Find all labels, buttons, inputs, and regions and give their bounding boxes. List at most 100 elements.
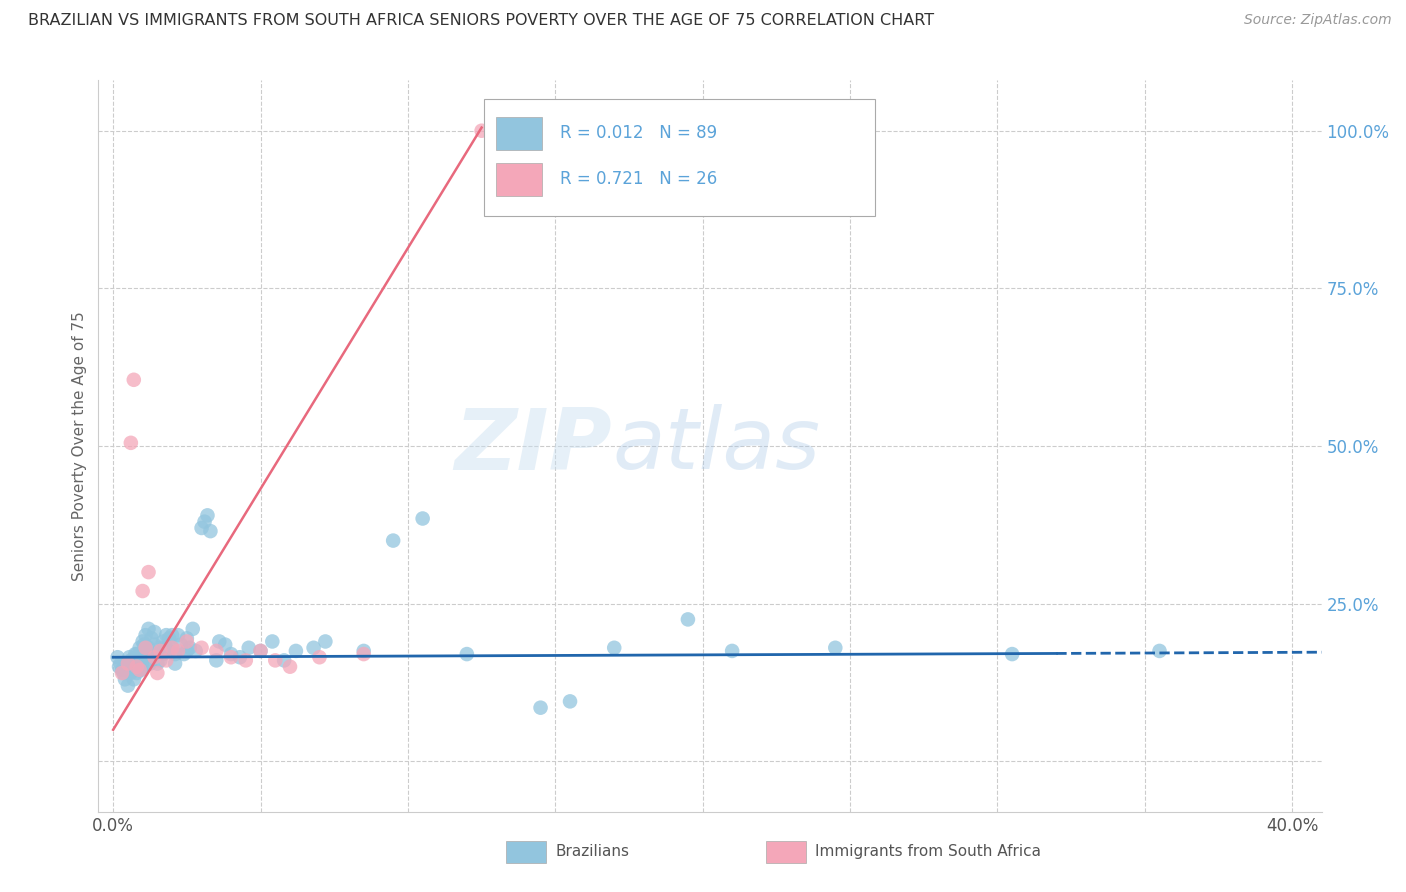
Point (143, 650, 166, 665)
Point (302, 640, 325, 655)
Point (131, 647, 153, 661)
Point (249, 644, 271, 658)
Point (278, 659, 301, 673)
Point (160, 628, 183, 642)
Point (149, 640, 172, 655)
Point (138, 565, 160, 579)
Point (160, 640, 183, 655)
Point (167, 628, 190, 642)
Point (143, 625, 166, 640)
Point (200, 524, 222, 538)
Text: R = 0.721   N = 26: R = 0.721 N = 26 (560, 170, 717, 188)
Point (125, 659, 148, 673)
Point (235, 653, 257, 667)
Point (117, 657, 139, 671)
Point (173, 647, 195, 661)
Point (176, 634, 198, 648)
Point (135, 628, 157, 642)
Point (190, 521, 212, 535)
Point (124, 647, 146, 661)
Point (129, 663, 152, 677)
Point (108, 659, 131, 673)
Point (146, 657, 169, 671)
Point (125, 665, 148, 680)
Point (676, 612, 699, 626)
Point (219, 647, 242, 661)
Point (471, 124, 494, 138)
FancyBboxPatch shape (496, 117, 543, 150)
Point (157, 644, 180, 658)
Point (122, 673, 145, 687)
Point (128, 663, 150, 677)
Point (184, 644, 207, 658)
Point (170, 638, 193, 652)
Point (120, 653, 142, 667)
Point (152, 647, 174, 661)
Point (118, 650, 141, 665)
Point (155, 628, 177, 642)
Point (284, 644, 307, 658)
Point (353, 647, 375, 661)
Point (117, 679, 139, 693)
Point (155, 653, 177, 667)
Point (314, 634, 336, 648)
Point (176, 644, 198, 658)
Point (165, 657, 187, 671)
Point (110, 657, 132, 671)
Point (219, 650, 242, 665)
Point (157, 632, 180, 646)
Point (141, 647, 163, 661)
Point (214, 638, 236, 652)
Point (238, 640, 260, 655)
Point (128, 653, 150, 667)
Point (135, 650, 157, 665)
Point (353, 644, 375, 658)
Point (146, 647, 169, 661)
Point (125, 647, 148, 661)
Point (208, 634, 231, 648)
Point (128, 640, 150, 655)
Point (122, 659, 145, 673)
Point (155, 640, 177, 655)
Point (193, 515, 215, 529)
Point (141, 632, 163, 646)
Point (412, 511, 434, 525)
Point (127, 653, 149, 667)
Point (167, 644, 190, 658)
Point (456, 647, 478, 661)
Point (120, 665, 142, 680)
Point (138, 657, 160, 671)
Point (143, 638, 166, 652)
Point (273, 653, 295, 667)
Point (107, 650, 129, 665)
Text: atlas: atlas (612, 404, 820, 488)
Point (603, 640, 626, 655)
Point (125, 657, 148, 671)
Text: BRAZILIAN VS IMMIGRANTS FROM SOUTH AFRICA SENIORS POVERTY OVER THE AGE OF 75 COR: BRAZILIAN VS IMMIGRANTS FROM SOUTH AFRIC… (28, 13, 934, 29)
Point (112, 665, 135, 680)
FancyBboxPatch shape (484, 99, 875, 216)
Point (190, 640, 212, 655)
Point (152, 634, 174, 648)
Point (131, 634, 153, 648)
Point (138, 640, 160, 655)
Point (824, 640, 846, 655)
Point (131, 584, 153, 599)
Point (128, 663, 150, 677)
Point (229, 650, 252, 665)
Point (558, 694, 581, 708)
Point (149, 653, 172, 667)
Point (111, 665, 134, 680)
Point (160, 640, 183, 655)
FancyBboxPatch shape (496, 163, 543, 196)
Point (132, 638, 155, 652)
Point (176, 632, 198, 646)
Point (122, 373, 145, 387)
Point (264, 653, 287, 667)
Point (114, 673, 136, 687)
Point (120, 435, 142, 450)
Y-axis label: Seniors Poverty Over the Age of 75: Seniors Poverty Over the Age of 75 (72, 311, 87, 581)
Point (117, 657, 139, 671)
Point (529, 700, 551, 714)
Point (1149, 644, 1171, 658)
